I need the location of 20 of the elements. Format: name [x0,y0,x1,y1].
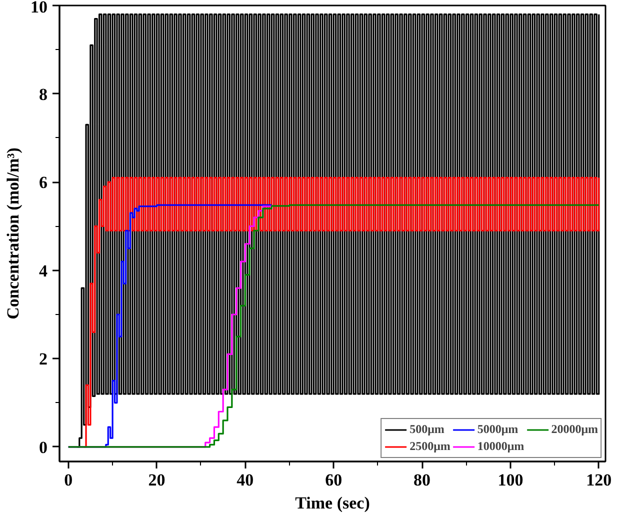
legend-label: 2500μm [410,439,450,454]
x-axis-title: Time (sec) [295,494,370,512]
y-tick-label: 4 [39,261,48,280]
legend-label: 500μm [410,422,444,437]
x-tick-label: 100 [498,470,524,490]
x-tick-label: 120 [586,470,612,490]
y-tick-label: 6 [39,173,48,192]
x-tick-label: 20 [148,470,166,490]
legend-label: 20000μm [551,422,598,437]
legend-label: 10000μm [477,439,524,454]
y-axis-title: Concentration (mol/m³) [4,148,22,320]
x-tick-label: 80 [414,470,431,490]
y-tick-label: 0 [39,438,48,457]
x-tick-label: 0 [64,470,73,490]
y-tick-label: 2 [39,350,48,369]
x-tick-label: 60 [325,470,342,490]
y-tick-label: 8 [39,84,48,104]
y-tick-label: 10 [30,0,48,16]
legend-label: 5000μm [477,422,518,437]
x-tick-label: 40 [236,470,254,490]
